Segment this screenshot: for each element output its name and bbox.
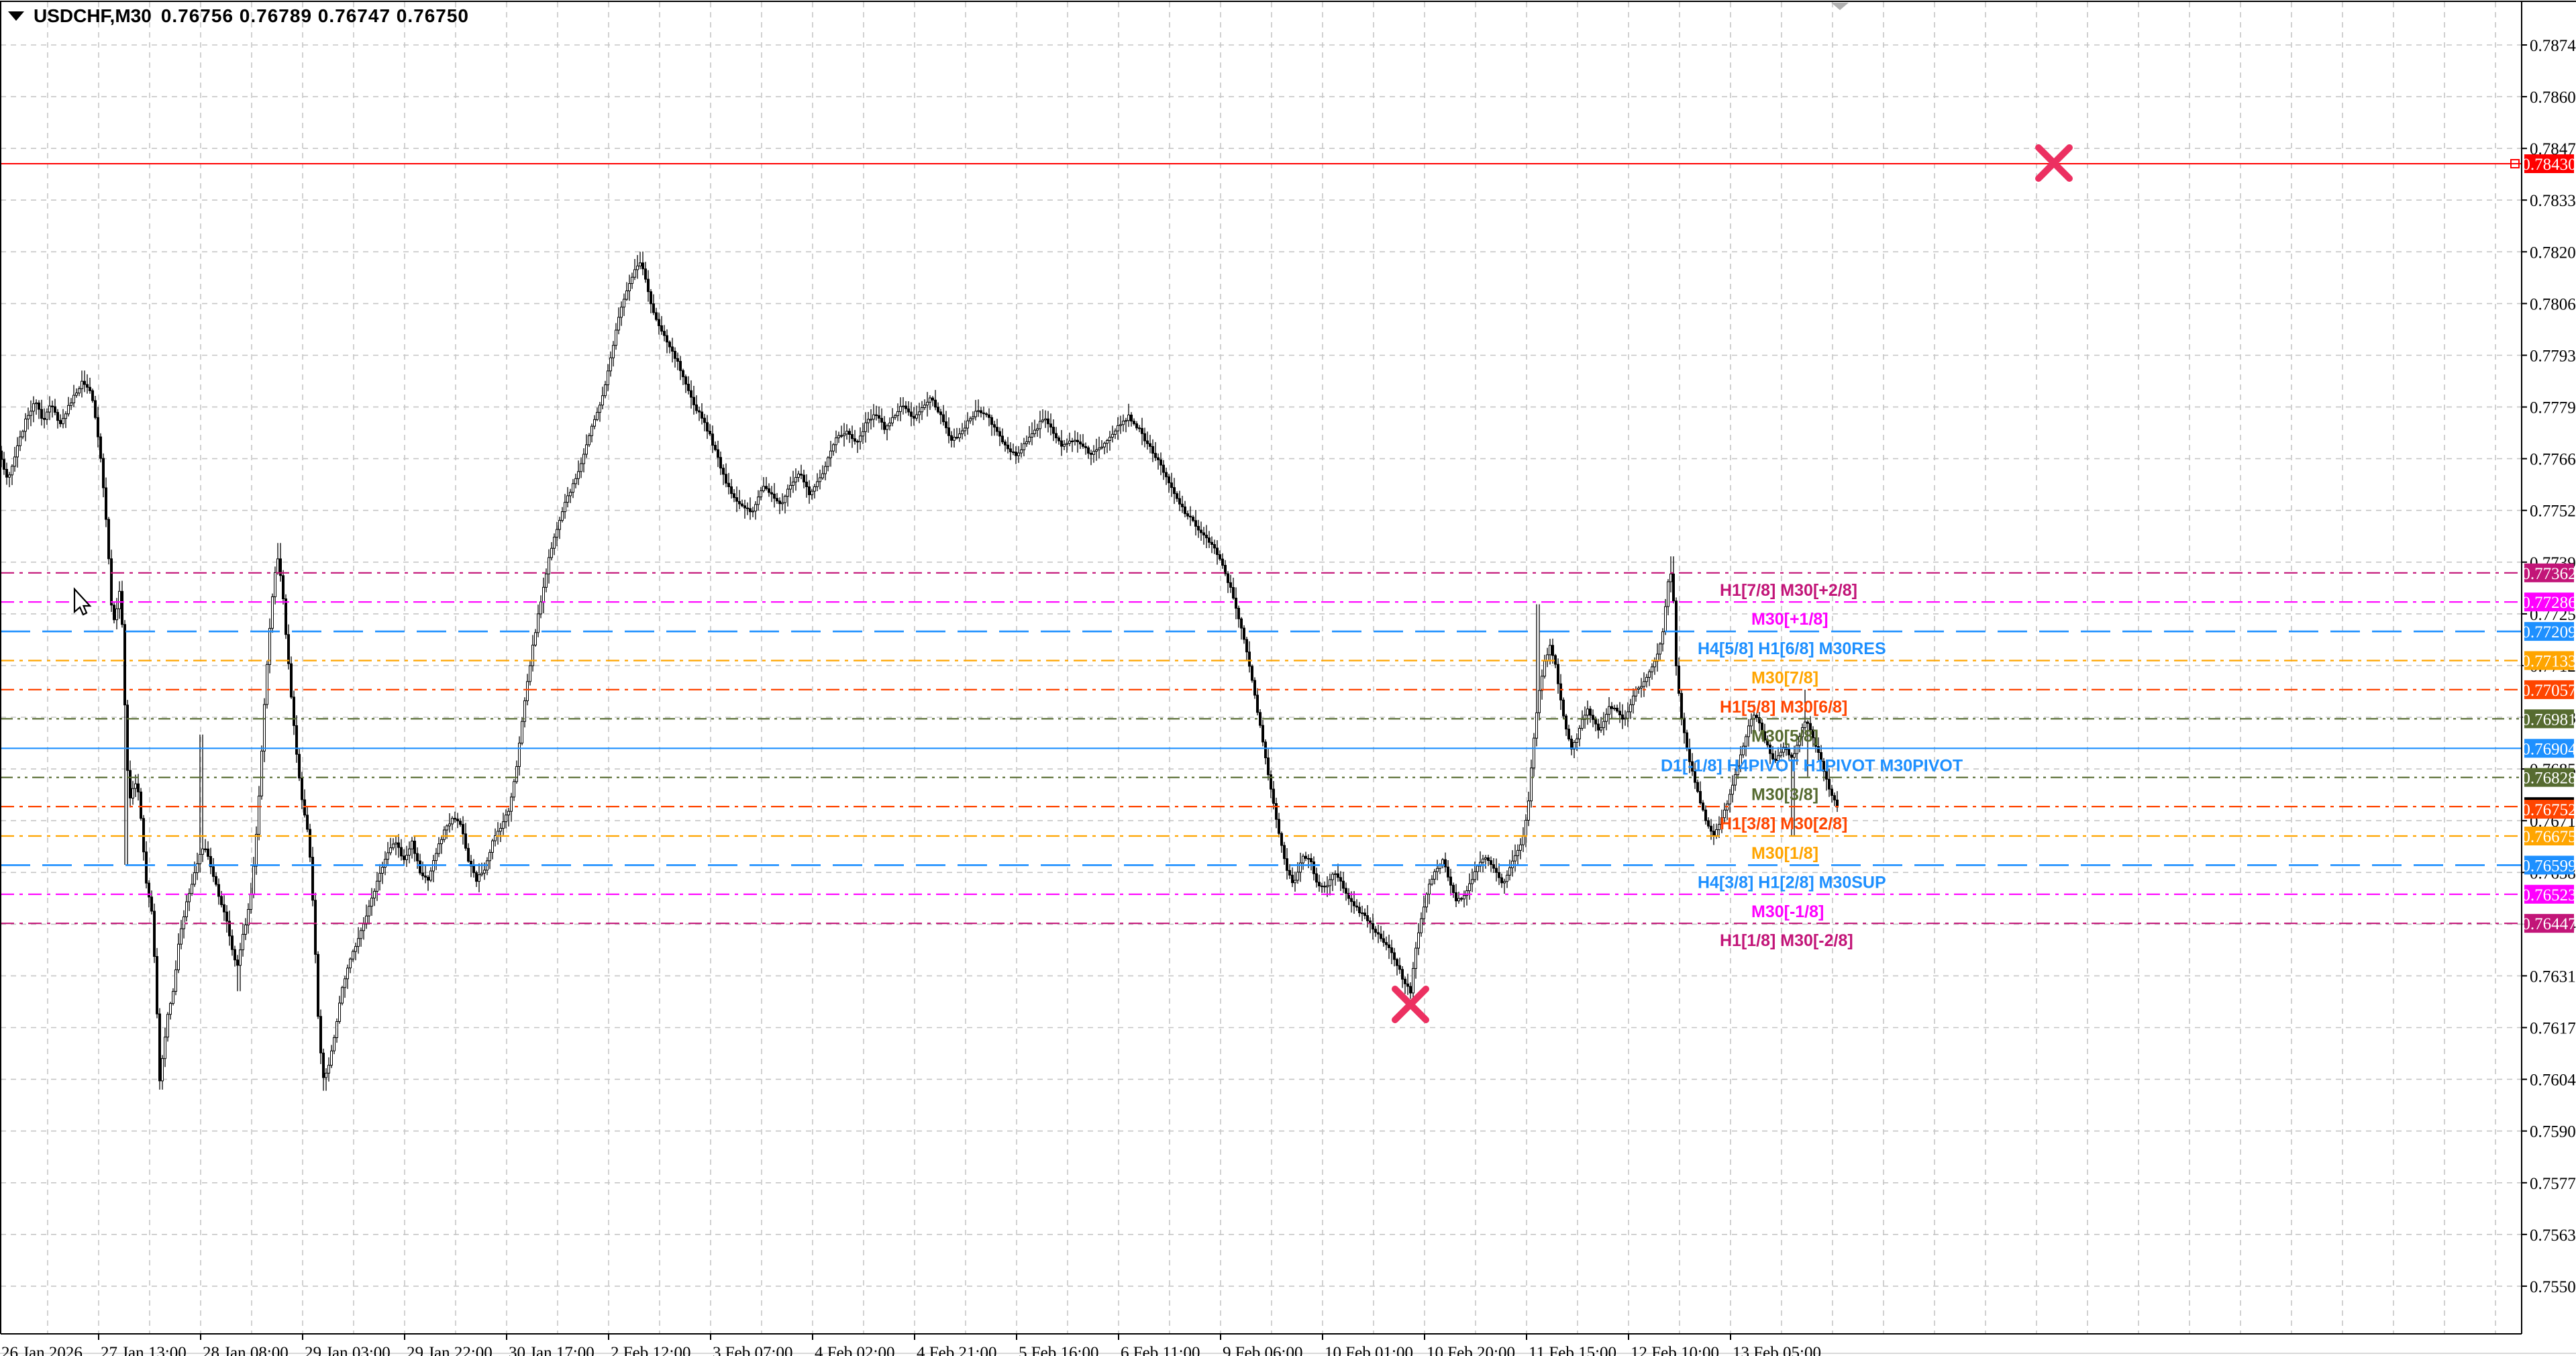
price-level-label-10: 0.76675 <box>2522 827 2576 846</box>
svg-text:0.75635: 0.75635 <box>2530 1227 2576 1245</box>
pivot-line-label-0: H1[7/8] M30[+2/8] <box>1720 581 1857 600</box>
chart-title: USDCHF,M30 0.76756 0.76789 0.76747 0.767… <box>8 5 469 27</box>
pivot-line-label-10: H4[3/8] H1[2/8] M30SUP <box>1698 873 1886 892</box>
price-level-label-1: 0.77362 <box>2522 563 2576 583</box>
pivot-line-label-4: H1[5/8] M30[6/8] <box>1720 698 1847 717</box>
svg-text:0.76828: 0.76828 <box>2522 770 2576 788</box>
pivot-line-label-1: M30[+1/8] <box>1751 610 1828 629</box>
svg-text:0.77795: 0.77795 <box>2530 399 2576 417</box>
svg-text:0.76981: 0.76981 <box>2522 711 2576 729</box>
pivot-line-label-7: M30[3/8] <box>1751 786 1818 804</box>
price-level-label-8: 0.76828 <box>2522 768 2576 788</box>
svg-text:0.76523: 0.76523 <box>2522 886 2576 904</box>
price-level-label-3: 0.77209 <box>2522 622 2576 641</box>
svg-text:0.77362: 0.77362 <box>2522 565 2576 583</box>
price-level-label-5: 0.77057 <box>2522 680 2576 700</box>
svg-text:0.76752: 0.76752 <box>2522 801 2576 819</box>
svg-text:28 Jan 08:00: 28 Jan 08:00 <box>203 1344 289 1356</box>
svg-text:10 Feb 01:00: 10 Feb 01:00 <box>1325 1344 1413 1356</box>
price-axis-level-labels: 0.78430 0.77362 0.77286 0.77209 0.77133 0.770… <box>2522 154 2576 933</box>
svg-text:29 Jan 22:00: 29 Jan 22:00 <box>407 1344 493 1356</box>
time-axis[interactable]: 26 Jan 2026 27 Jan 13:00 28 Jan 08:00 29 Ja… <box>0 1334 1821 1356</box>
price-level-label-2: 0.77286 <box>2522 592 2576 612</box>
pivot-line-label-8: H1[3/8] M30[2/8] <box>1720 815 1847 833</box>
svg-text:6 Feb 11:00: 6 Feb 11:00 <box>1121 1344 1200 1356</box>
svg-text:0.76675: 0.76675 <box>2522 828 2576 846</box>
svg-text:0.77209: 0.77209 <box>2522 623 2576 641</box>
svg-text:0.77057: 0.77057 <box>2522 682 2576 700</box>
svg-text:0.76599: 0.76599 <box>2522 857 2576 875</box>
pivot-line-label-9: M30[1/8] <box>1751 844 1818 863</box>
price-level-label-4: 0.77133 <box>2522 651 2576 671</box>
mouse-cursor-icon <box>73 587 92 616</box>
pivot-line-label-12: H1[1/8] M30[-2/8] <box>1720 931 1853 950</box>
chart-shift-marker-icon[interactable] <box>1831 3 1849 10</box>
svg-text:0.78430: 0.78430 <box>2522 156 2576 174</box>
pivot-line-label-5: M30[5/8] <box>1751 727 1818 745</box>
svg-text:0.76447: 0.76447 <box>2522 915 2576 933</box>
cross-bottom-marker[interactable] <box>1392 986 1429 1023</box>
price-level-label-11: 0.76599 <box>2522 855 2576 875</box>
symbol-dropdown-icon[interactable] <box>8 11 24 21</box>
svg-text:26 Jan 2026: 26 Jan 2026 <box>1 1344 83 1356</box>
svg-text:2 Feb 12:00: 2 Feb 12:00 <box>611 1344 690 1356</box>
svg-text:12 Feb 10:00: 12 Feb 10:00 <box>1631 1344 1719 1356</box>
svg-text:5 Feb 16:00: 5 Feb 16:00 <box>1019 1344 1098 1356</box>
red-level-line-anchor[interactable] <box>2510 159 2520 168</box>
pivot-line-label-3: M30[7/8] <box>1751 669 1818 688</box>
svg-text:0.77525: 0.77525 <box>2530 503 2576 521</box>
svg-text:0.76904: 0.76904 <box>2522 740 2576 758</box>
svg-text:0.77133: 0.77133 <box>2522 653 2576 671</box>
svg-text:30 Jan 17:00: 30 Jan 17:00 <box>509 1344 595 1356</box>
svg-text:27 Jan 13:00: 27 Jan 13:00 <box>101 1344 187 1356</box>
svg-text:11 Feb 15:00: 11 Feb 15:00 <box>1529 1344 1616 1356</box>
svg-text:0.78065: 0.78065 <box>2530 295 2576 313</box>
svg-text:0.78605: 0.78605 <box>2530 89 2576 107</box>
svg-text:29 Jan 03:00: 29 Jan 03:00 <box>305 1344 391 1356</box>
bull-candle-bodies <box>8 262 1806 1082</box>
symbol-timeframe-label: USDCHF,M30 <box>34 5 152 26</box>
price-level-label-6: 0.76981 <box>2522 709 2576 729</box>
bear-candle-bodies <box>0 262 1839 1082</box>
svg-text:0.75905: 0.75905 <box>2530 1123 2576 1141</box>
ohlc-quote-readout: 0.76756 0.76789 0.76747 0.76750 <box>160 5 470 26</box>
svg-text:3 Feb 07:00: 3 Feb 07:00 <box>713 1344 792 1356</box>
svg-text:0.77286: 0.77286 <box>2522 594 2576 612</box>
svg-text:0.78335: 0.78335 <box>2530 192 2576 210</box>
pivot-line-label-11: M30[-1/8] <box>1751 902 1824 921</box>
svg-text:0.76175: 0.76175 <box>2530 1020 2576 1038</box>
cross-top-right-marker[interactable] <box>2035 144 2073 182</box>
svg-text:9 Feb 06:00: 9 Feb 06:00 <box>1223 1344 1302 1356</box>
svg-text:4 Feb 02:00: 4 Feb 02:00 <box>815 1344 894 1356</box>
pivot-line-label-2: H4[5/8] H1[6/8] M30RES <box>1698 639 1886 658</box>
svg-text:10 Feb 20:00: 10 Feb 20:00 <box>1427 1344 1515 1356</box>
price-level-label-9: 0.76752 <box>2522 800 2576 819</box>
price-level-label-12: 0.76523 <box>2522 884 2576 904</box>
price-level-label-13: 0.76447 <box>2522 914 2576 933</box>
grid-lines <box>1 2 2522 1334</box>
svg-text:4 Feb 21:00: 4 Feb 21:00 <box>917 1344 996 1356</box>
svg-text:13 Feb 05:00: 13 Feb 05:00 <box>1733 1344 1821 1356</box>
pivot-line-label-6: D1[-1/8] H4PIVOT H1PIVOT M30PIVOT <box>1661 756 1963 775</box>
price-level-label-0: 0.78430 <box>2522 154 2576 174</box>
price-level-label-7: 0.76904 <box>2522 739 2576 758</box>
